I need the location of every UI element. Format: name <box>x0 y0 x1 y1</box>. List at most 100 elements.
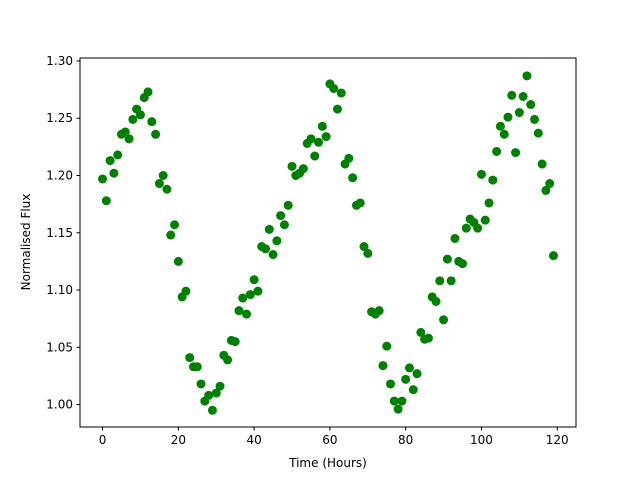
point <box>344 153 354 163</box>
point <box>135 110 145 120</box>
point <box>450 233 460 243</box>
point <box>234 306 244 316</box>
point <box>154 179 164 189</box>
point <box>518 91 528 101</box>
point <box>158 171 168 181</box>
point <box>109 168 119 178</box>
point <box>181 286 191 296</box>
y-tick-label: 1.15 <box>46 226 73 240</box>
point <box>204 390 214 400</box>
point <box>113 150 123 160</box>
point <box>461 223 471 233</box>
y-tick-label: 1.05 <box>46 340 73 354</box>
point <box>442 254 452 264</box>
point <box>128 114 138 124</box>
point <box>207 405 217 415</box>
point <box>458 259 468 269</box>
point <box>488 175 498 185</box>
point <box>298 164 308 174</box>
y-tick-label: 1.10 <box>46 283 73 297</box>
x-tick-label: 100 <box>470 433 493 447</box>
point <box>120 127 130 137</box>
point <box>279 220 289 230</box>
point <box>389 396 399 406</box>
point <box>101 196 111 206</box>
point <box>548 251 558 261</box>
point <box>253 286 263 296</box>
point <box>196 379 206 389</box>
point <box>329 83 339 93</box>
point <box>435 276 445 286</box>
point <box>264 224 274 234</box>
point <box>185 353 195 363</box>
point <box>310 151 320 161</box>
point <box>314 137 324 147</box>
point <box>166 230 176 240</box>
x-tick-label: 60 <box>322 433 337 447</box>
point <box>162 184 172 194</box>
point <box>215 381 225 391</box>
point <box>545 179 555 189</box>
point <box>359 242 369 252</box>
point <box>321 132 331 142</box>
y-tick-label: 1.20 <box>46 169 73 183</box>
x-tick-label: 120 <box>546 433 569 447</box>
point <box>283 200 293 210</box>
point <box>374 306 384 316</box>
point <box>306 134 316 144</box>
point <box>143 87 153 97</box>
point <box>480 215 490 225</box>
x-tick-label: 0 <box>99 433 107 447</box>
point <box>386 379 396 389</box>
point <box>473 223 483 233</box>
point <box>151 129 161 139</box>
point <box>272 236 282 246</box>
point <box>503 112 513 122</box>
point <box>332 104 342 114</box>
point <box>355 198 365 208</box>
point <box>382 341 392 351</box>
point <box>511 148 521 158</box>
point <box>336 88 346 98</box>
point <box>495 121 505 131</box>
point <box>416 327 426 337</box>
point <box>514 108 524 118</box>
point <box>170 220 180 230</box>
point <box>348 173 358 183</box>
x-tick-label: 40 <box>246 433 261 447</box>
x-axis-label: Time (Hours) <box>288 456 367 470</box>
point <box>317 121 327 131</box>
point <box>476 169 486 179</box>
point <box>522 71 532 81</box>
point <box>242 309 252 319</box>
point <box>526 99 536 109</box>
x-tick-label: 80 <box>398 433 413 447</box>
point <box>245 290 255 300</box>
point <box>173 256 183 266</box>
x-tick-label: 20 <box>171 433 186 447</box>
point <box>507 90 517 100</box>
point <box>105 156 115 166</box>
point <box>124 134 134 144</box>
point <box>499 129 509 139</box>
point <box>98 174 108 184</box>
point <box>211 388 221 398</box>
point <box>192 362 202 372</box>
y-axis-label: Normalised Flux <box>19 194 33 291</box>
point <box>223 355 233 365</box>
point <box>431 296 441 306</box>
y-tick-label: 1.25 <box>46 111 73 125</box>
point <box>408 385 418 395</box>
point <box>249 275 259 285</box>
point <box>238 293 248 303</box>
point <box>276 211 286 221</box>
point <box>404 363 414 373</box>
point <box>541 185 551 195</box>
point <box>230 337 240 347</box>
point <box>412 369 422 379</box>
y-tick-label: 1.00 <box>46 398 73 412</box>
point <box>423 333 433 343</box>
point <box>147 117 157 127</box>
